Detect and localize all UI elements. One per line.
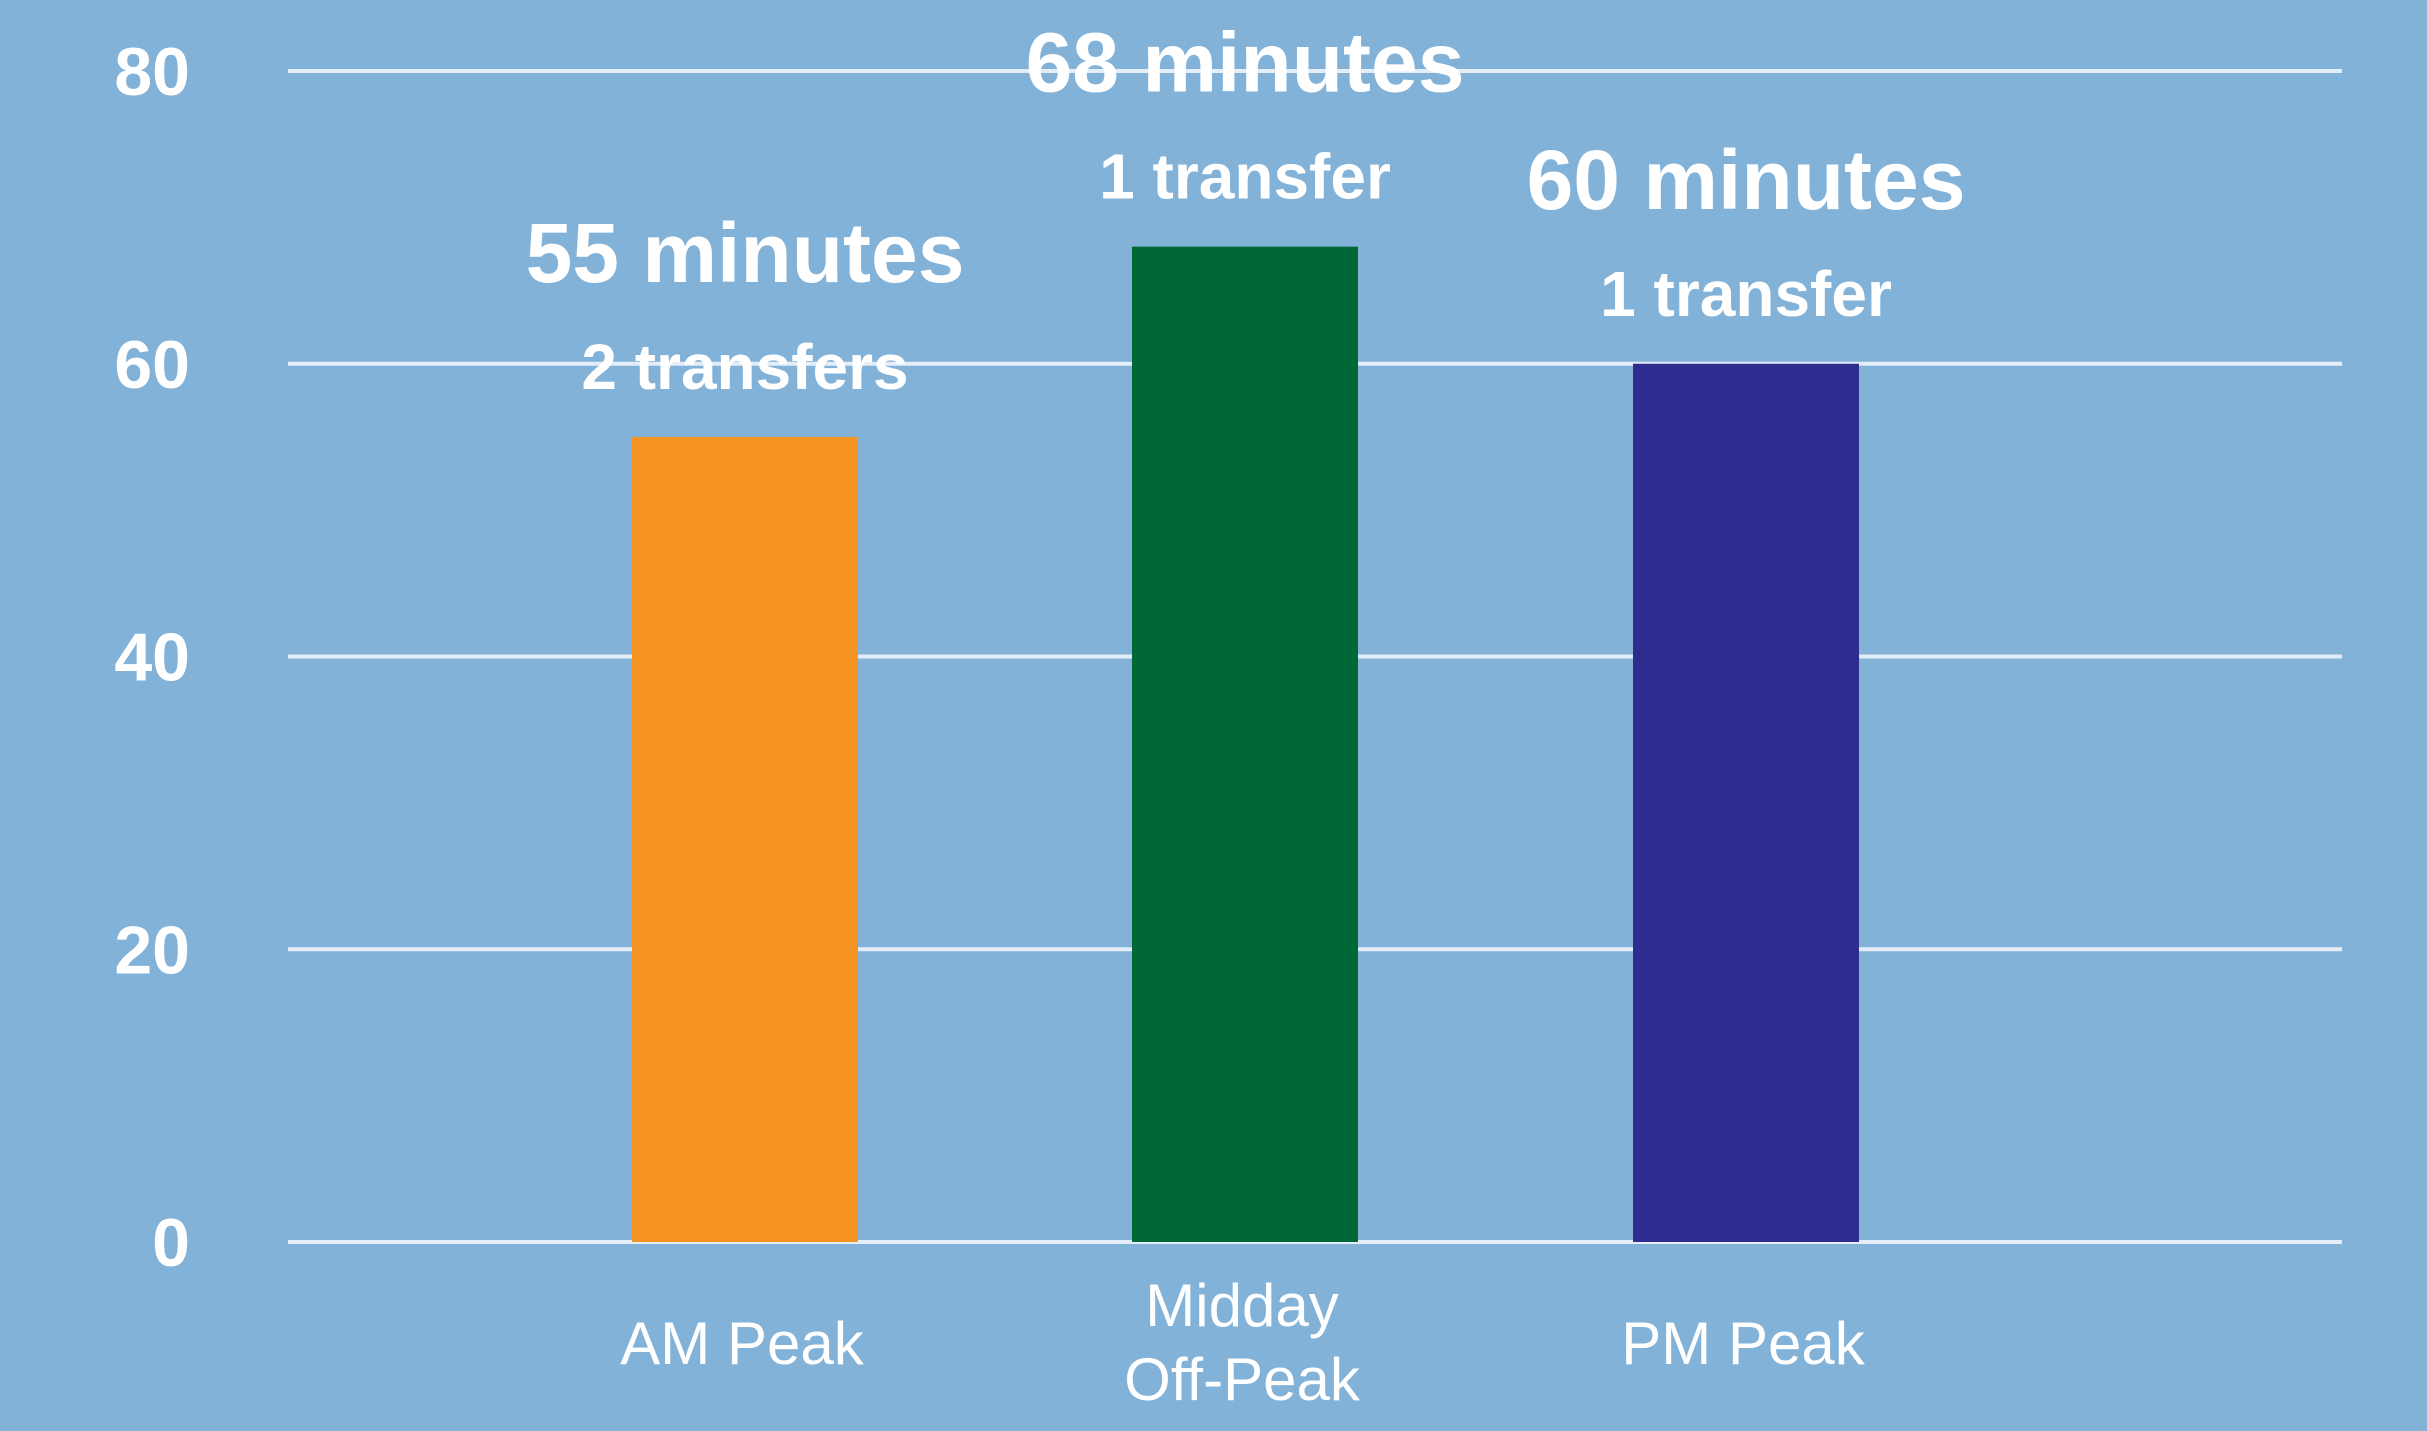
bars: [632, 246, 1859, 1242]
x-tick-label: AM Peak: [620, 1310, 864, 1377]
bar-value-label: 68 minutes: [1026, 16, 1465, 110]
y-tick-label: 0: [152, 1205, 190, 1281]
x-tick-label: Midday: [1145, 1272, 1338, 1339]
bar-transfer-label: 1 transfer: [1600, 258, 1892, 330]
y-tick-label: 20: [114, 912, 190, 988]
bar-value-label: 55 minutes: [526, 206, 965, 300]
data-labels: 55 minutes 2 transfers 68 minutes 1 transfe…: [526, 16, 1966, 403]
y-tick-label: 80: [114, 34, 190, 110]
bar: [1132, 246, 1358, 1242]
bar: [632, 436, 858, 1242]
y-tick-label: 40: [114, 620, 190, 696]
x-tick-label: Off-Peak: [1124, 1346, 1361, 1413]
bar-transfer-label: 2 transfers: [581, 331, 908, 403]
bar-value-label: 60 minutes: [1527, 133, 1966, 227]
bar-transfer-label: 1 transfer: [1099, 141, 1391, 213]
bar: [1633, 363, 1859, 1242]
y-axis-ticks: 0 20 40 60 80: [114, 34, 190, 1281]
y-tick-label: 60: [114, 327, 190, 403]
x-tick-label: PM Peak: [1621, 1310, 1865, 1377]
x-axis-ticks: AM Peak Midday Off-Peak PM Peak: [620, 1272, 1865, 1413]
